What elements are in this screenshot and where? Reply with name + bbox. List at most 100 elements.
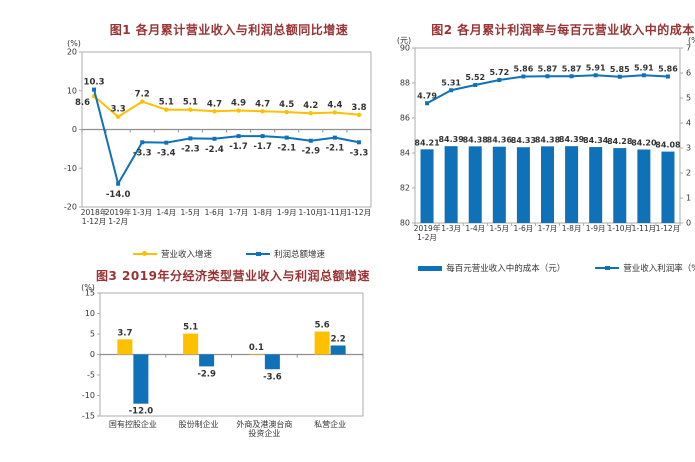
- svg-text:(%): (%): [688, 36, 695, 45]
- svg-text:-1.7: -1.7: [253, 142, 272, 152]
- svg-text:1-12月: 1-12月: [656, 224, 681, 233]
- svg-text:84.08: 84.08: [655, 141, 681, 150]
- svg-text:4: 4: [686, 119, 691, 128]
- line-square-swatch-icon: [246, 251, 270, 256]
- svg-text:4.79: 4.79: [417, 91, 437, 100]
- svg-text:-5: -5: [87, 371, 95, 380]
- chart3-figure: 图3 2019年分经济类型营业收入与利润总额增速 15 10 5 0 -5 -10 -15 国…: [68, 268, 398, 462]
- legend-item-profit-margin: 营业收入利润率（%）: [595, 262, 695, 274]
- svg-text:10.3: 10.3: [84, 78, 105, 88]
- svg-text:3: 3: [686, 144, 691, 153]
- svg-text:(%): (%): [67, 39, 81, 48]
- svg-text:1-10月: 1-10月: [299, 208, 324, 217]
- svg-text:0.1: 0.1: [249, 343, 264, 353]
- svg-text:10: 10: [85, 309, 95, 318]
- svg-text:7.2: 7.2: [135, 90, 150, 100]
- svg-text:5.1: 5.1: [159, 98, 174, 108]
- svg-text:-3.3: -3.3: [350, 148, 369, 158]
- svg-text:84.28: 84.28: [607, 137, 633, 146]
- svg-text:5.87: 5.87: [538, 64, 558, 73]
- legend-label: 营业收入增速: [160, 250, 212, 260]
- svg-text:-2.9: -2.9: [197, 369, 216, 379]
- svg-text:84.39: 84.39: [438, 135, 464, 144]
- svg-text:10: 10: [67, 86, 77, 95]
- svg-text:3.8: 3.8: [351, 103, 366, 113]
- svg-text:-20: -20: [64, 203, 77, 212]
- legend-label: 营业收入利润率（%）: [623, 264, 695, 274]
- legend-item-profit-growth: 利润总额增速: [246, 248, 325, 260]
- svg-text:5.72: 5.72: [489, 68, 509, 77]
- svg-text:4.7: 4.7: [255, 99, 270, 109]
- svg-text:5: 5: [90, 330, 95, 339]
- svg-text:82: 82: [400, 184, 410, 193]
- svg-text:4.2: 4.2: [303, 101, 318, 111]
- svg-text:5.52: 5.52: [465, 73, 485, 82]
- svg-text:1-12月: 1-12月: [82, 217, 107, 226]
- svg-text:2019年: 2019年: [414, 223, 441, 233]
- svg-text:1-8月: 1-8月: [562, 224, 582, 233]
- svg-text:-3.3: -3.3: [133, 148, 152, 158]
- svg-text:(%): (%): [81, 283, 95, 292]
- svg-text:2019年: 2019年: [105, 207, 132, 217]
- line-dot-swatch-icon: [132, 251, 157, 256]
- chart1-legend: 营业收入增速 利润总额增速: [64, 248, 394, 260]
- svg-text:-3.4: -3.4: [157, 149, 176, 159]
- svg-text:5.31: 5.31: [441, 78, 461, 87]
- svg-text:1-11月: 1-11月: [323, 208, 348, 217]
- svg-text:-10: -10: [82, 391, 95, 400]
- svg-text:股份制企业: 股份制企业: [179, 419, 219, 429]
- svg-text:84.38: 84.38: [535, 135, 561, 144]
- svg-text:-3.6: -3.6: [263, 372, 282, 382]
- svg-text:4.5: 4.5: [279, 100, 294, 110]
- svg-text:国有控股企业: 国有控股企业: [109, 419, 157, 429]
- svg-text:84.36: 84.36: [487, 136, 513, 145]
- svg-text:15: 15: [85, 289, 95, 298]
- svg-text:1-6月: 1-6月: [514, 224, 534, 233]
- svg-text:1-2月: 1-2月: [417, 233, 437, 242]
- svg-text:84.34: 84.34: [583, 136, 609, 145]
- svg-text:投资企业: 投资企业: [248, 428, 280, 438]
- chart2-legend: 每百元营业收入中的成本（元） 营业收入利润率（%）: [392, 262, 695, 274]
- svg-text:2.2: 2.2: [331, 334, 346, 344]
- svg-text:1-5月: 1-5月: [489, 224, 509, 233]
- svg-text:-12.0: -12.0: [129, 407, 154, 417]
- chart1-figure: 图1 各月累计营业收入与利润总额同比增速 20 10 0 -10 -20 2018年 1-1…: [64, 22, 394, 260]
- svg-text:-2.1: -2.1: [326, 144, 345, 154]
- svg-text:5.86: 5.86: [658, 65, 678, 74]
- svg-text:20: 20: [67, 48, 77, 57]
- svg-text:1-5月: 1-5月: [181, 208, 201, 217]
- svg-text:0: 0: [90, 350, 95, 359]
- line-square-swatch-icon: [595, 265, 620, 270]
- svg-text:5.86: 5.86: [514, 65, 534, 74]
- svg-text:5.1: 5.1: [183, 323, 198, 333]
- svg-text:6: 6: [686, 69, 691, 78]
- legend-item-cost-per-100: 每百元营业收入中的成本（元）: [418, 262, 565, 274]
- chart1-title: 图1 各月累计营业收入与利润总额同比增速: [109, 23, 349, 37]
- svg-text:-1.7: -1.7: [229, 142, 248, 152]
- svg-text:84.39: 84.39: [559, 135, 585, 144]
- svg-text:1-4月: 1-4月: [156, 208, 176, 217]
- legend-item-revenue-growth: 营业收入增速: [132, 248, 212, 260]
- svg-text:-2.9: -2.9: [301, 147, 320, 157]
- bar-swatch-icon: [418, 265, 443, 271]
- svg-text:(元): (元): [397, 36, 411, 45]
- svg-text:84: 84: [400, 149, 410, 158]
- svg-text:0: 0: [72, 125, 77, 134]
- svg-text:3.3: 3.3: [111, 105, 126, 115]
- svg-text:4.4: 4.4: [327, 100, 342, 110]
- svg-text:8.6: 8.6: [75, 98, 90, 108]
- chart2-title: 图2 各月累计利润率与每百元营业收入中的成本: [431, 23, 695, 37]
- svg-text:-10: -10: [64, 164, 77, 173]
- svg-text:1: 1: [686, 194, 691, 203]
- svg-text:1-6月: 1-6月: [205, 208, 225, 217]
- svg-text:5.87: 5.87: [562, 64, 582, 73]
- svg-text:86: 86: [400, 114, 410, 123]
- svg-text:5.91: 5.91: [586, 63, 606, 72]
- svg-text:5: 5: [686, 94, 691, 103]
- svg-text:88: 88: [400, 79, 410, 88]
- svg-text:2018年: 2018年: [81, 207, 108, 217]
- svg-text:-2.1: -2.1: [277, 144, 296, 154]
